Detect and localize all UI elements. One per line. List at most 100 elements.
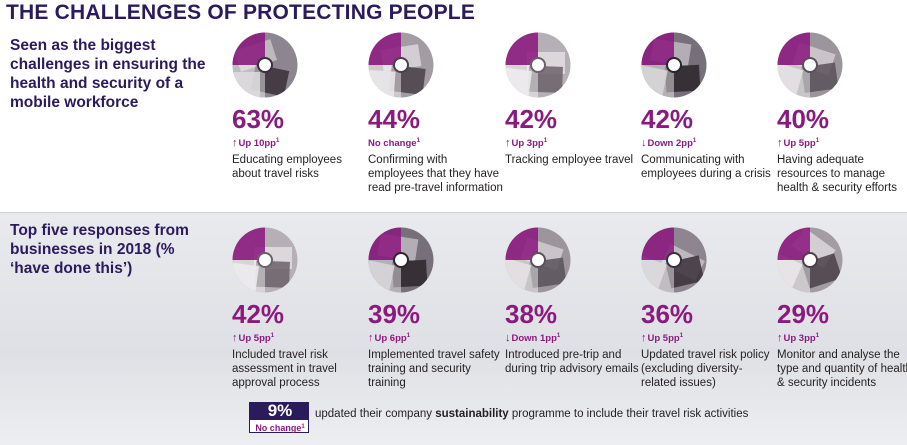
arrow-up-icon: ↑ [232,137,238,149]
thumb-light-overlay [777,65,810,98]
challenge-description: Communicating with employees during a cr… [641,154,771,180]
phone-photo-icon [368,32,434,98]
challenge-value: 40% [777,104,830,134]
thumb-light-overlay [368,260,401,293]
footnote-marker: 1 [543,138,548,144]
footer-stat-change: No change1 [250,421,310,434]
footer-stat-band [249,402,309,420]
thumb-center-ring [393,252,409,268]
footnote-marker: 1 [406,333,411,339]
challenge-thumb [232,32,298,98]
page-title: THE CHALLENGES OF PROTECTING PEOPLE [6,1,476,24]
responses-section: Top five responses from businesses in 20… [0,212,907,445]
challenge-value: 63% [232,104,285,134]
thumb-center-ring [257,57,273,73]
footer-stat-box: 9% No change1 [249,402,309,433]
thumb-magenta-overlay [368,227,401,260]
challenge-change: ↓Down 2pp1 [641,136,697,150]
response-value: 42% [232,299,285,329]
challenge-change: ↑Up 10pp1 [232,136,279,150]
challenge-description: Having adequate resources to manage heal… [777,154,897,194]
thumb-light-overlay [232,260,265,293]
challenge-change-label: Down 2pp [647,138,693,149]
thumb-light-overlay [368,65,401,98]
footer-text-after: programme to include their travel risk a… [508,408,749,420]
pills-photo-icon [777,32,843,98]
footer-footnote-marker: 1 [301,424,305,430]
thumb-magenta-overlay [641,32,674,65]
signature-photo-icon [641,227,707,293]
response-change: ↑Up 6pp1 [368,331,411,345]
document-photo-icon [232,227,298,293]
thumb-light-overlay [777,260,810,293]
thumb-light-overlay [641,260,674,293]
response-change: ↑Up 5pp1 [232,331,275,345]
footnote-marker: 1 [556,333,561,339]
arrow-down-icon: ↓ [505,332,511,344]
footnote-marker: 1 [416,138,420,144]
response-description: Implemented travel safety training and s… [368,349,500,389]
thumb-magenta-overlay [505,32,538,65]
challenge-change: ↑Up 3pp1 [505,136,548,150]
thumb-magenta-overlay [777,227,810,260]
challenges-section: Seen as the biggest challenges in ensuri… [0,28,907,212]
thumb-magenta-overlay [368,32,401,65]
thumb-center-ring [802,252,818,268]
response-thumb [641,227,707,293]
challenge-thumb [777,32,843,98]
thumb-light-overlay [232,65,265,98]
responses-heading: Top five responses from businesses in 20… [10,222,189,277]
thumb-center-ring [257,252,273,268]
footer-text-bold: sustainability [435,408,509,420]
challenges-heading: Seen as the biggest challenges in ensuri… [10,37,206,111]
thumb-light-overlay [641,65,674,98]
headset-photo-icon [777,227,843,293]
arrow-up-icon: ↑ [232,332,238,344]
thumb-photo-shape [250,64,290,97]
challenge-change: ↑Up 5pp1 [777,136,819,150]
challenge-description: Tracking employee travel [505,154,634,166]
response-value: 38% [505,299,558,329]
laptop-email-photo-icon [505,227,571,293]
arrow-up-icon: ↑ [641,332,647,344]
response-change-label: Down 1pp [511,333,557,344]
response-thumb [368,227,434,293]
footer-stat: 9% No change1 updated their company sust… [249,402,899,436]
response-change: ↑Up 3pp1 [777,331,819,345]
footnote-marker: 1 [679,333,684,339]
footer-stat-value: 9% [267,401,293,420]
response-change-label: Up 6pp [374,333,407,344]
thumb-center-ring [530,252,546,268]
thumb-light-overlay [505,65,538,98]
challenge-change-label: Up 5pp [783,138,816,149]
challenge-change-label: Up 3pp [511,138,544,149]
meeting-photo-icon [368,227,434,293]
response-description: Included travel risk assessment in trave… [232,349,337,389]
arrow-up-icon: ↑ [777,332,783,344]
challenge-value: 42% [505,104,558,134]
thumb-light-overlay [505,260,538,293]
challenge-value: 42% [641,104,694,134]
thumb-magenta-overlay [505,227,538,260]
response-value: 29% [777,299,830,329]
challenge-thumb [368,32,434,98]
footnote-marker: 1 [270,333,275,339]
response-change-label: Up 5pp [647,333,680,344]
arrow-up-icon: ↑ [505,137,511,149]
thumb-magenta-overlay [641,227,674,260]
footer-change-label: No change [255,423,302,433]
challenge-description: Confirming with employees that they have… [368,154,503,194]
thumb-photo-shape [777,253,803,292]
response-change-label: Up 5pp [238,333,271,344]
challenge-thumb [641,32,707,98]
challenge-change-label: Up 10pp [238,138,276,149]
response-change: ↓Down 1pp1 [505,331,561,345]
footnote-marker: 1 [692,138,697,144]
arrow-up-icon: ↑ [777,137,783,149]
challenge-value: 44% [368,104,421,134]
thumb-photo-shape [641,255,667,293]
response-change: ↑Up 5pp1 [641,331,684,345]
footer-text-before: updated their company [315,408,436,420]
response-value: 36% [641,299,694,329]
thumb-center-ring [666,57,682,73]
